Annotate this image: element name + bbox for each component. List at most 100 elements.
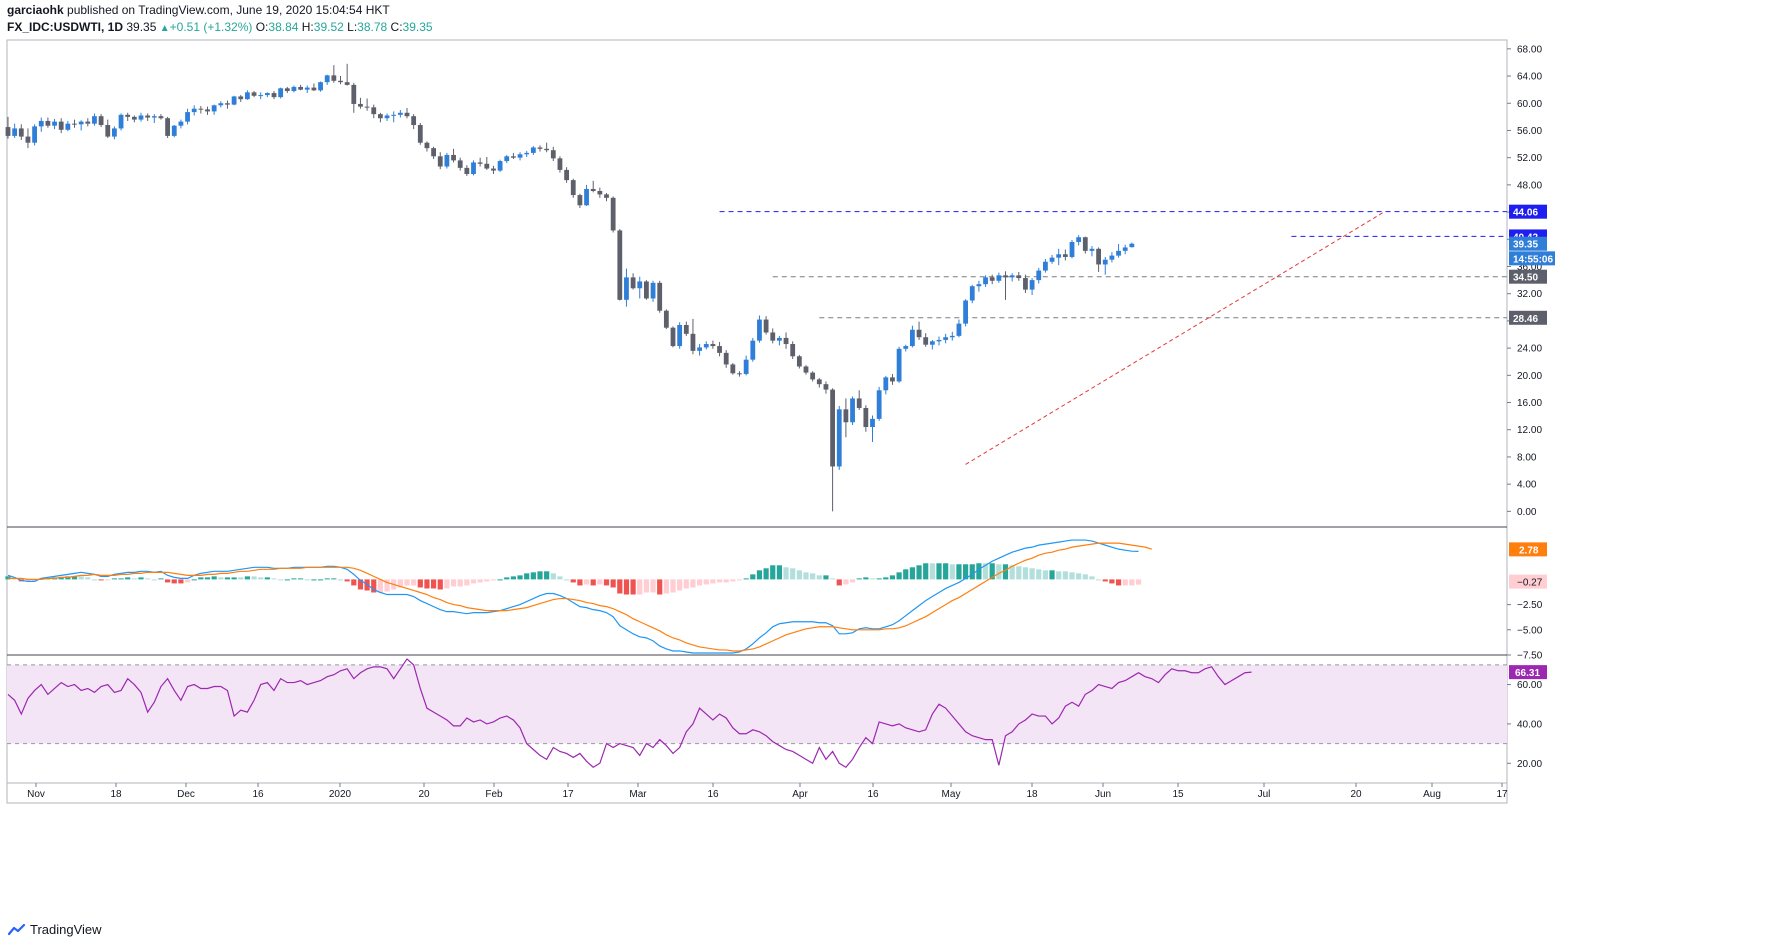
tradingview-brand[interactable]: TradingView <box>8 922 102 937</box>
candle-body <box>491 168 496 171</box>
candle-body <box>670 327 676 347</box>
macd-histogram-bar <box>1062 571 1068 580</box>
macd-histogram-bar <box>278 579 284 581</box>
macd-histogram-bar <box>969 564 975 580</box>
candle-body <box>258 95 264 97</box>
candle-body <box>830 389 835 467</box>
macd-histogram-bar <box>198 577 204 580</box>
time-tick-label: 18 <box>1026 789 1038 800</box>
macd-histogram-bar <box>677 579 683 591</box>
candle-body <box>690 333 696 351</box>
candle-body <box>58 121 64 130</box>
macd-histogram-bar <box>716 579 723 583</box>
price-tick-label: 4.00 <box>1517 480 1537 491</box>
macd-histogram-bar <box>697 579 703 586</box>
macd-histogram-bar <box>105 579 111 581</box>
candle-body <box>38 120 44 127</box>
rsi-tick-label: 60.00 <box>1517 680 1542 691</box>
candle-body <box>677 324 683 347</box>
candle-body <box>949 335 955 338</box>
macd-histogram-bar <box>889 575 896 580</box>
macd-histogram-bar <box>849 579 856 583</box>
macd-histogram-bar <box>976 563 982 580</box>
price-label-box <box>1509 236 1547 251</box>
candle-body <box>836 409 842 467</box>
candle-body <box>770 332 776 341</box>
candle-body <box>304 87 310 90</box>
macd-histogram-bar <box>583 579 590 585</box>
macd-histogram-bar <box>291 578 297 580</box>
candle-body <box>610 197 616 231</box>
candle-body <box>963 300 968 324</box>
candle-body <box>417 125 423 143</box>
candle-body <box>331 75 337 81</box>
macd-histogram-bar <box>118 578 124 580</box>
candle-body <box>218 103 224 106</box>
candle-body <box>557 158 563 170</box>
candle-body <box>517 154 523 158</box>
candle-body <box>464 167 470 174</box>
candle-body <box>863 407 869 428</box>
macd-histogram-bar <box>736 579 743 581</box>
candle-body <box>916 329 922 338</box>
candle-body <box>18 128 24 137</box>
macd-histogram-bar <box>524 573 530 580</box>
candle-body <box>131 116 137 120</box>
rsi-label-box <box>1509 665 1547 680</box>
price-label-box <box>1509 204 1547 219</box>
macd-histogram-bar <box>690 579 696 588</box>
open-value: 38.84 <box>268 20 299 34</box>
time-tick-label: 2020 <box>329 789 352 800</box>
time-tick-label: Jun <box>1095 789 1111 800</box>
macd-tick-label: −2.50 <box>1517 600 1543 611</box>
publisher-user[interactable]: garciaohk <box>7 3 64 17</box>
price-label: 28.46 <box>1513 314 1538 325</box>
macd-histogram-bar <box>337 579 344 581</box>
time-tick-label: Nov <box>27 789 45 800</box>
macd-histogram-bar <box>477 579 483 583</box>
macd-histogram-bar <box>25 579 31 582</box>
candle-body <box>630 277 636 289</box>
candle-body <box>537 147 543 149</box>
symbol-name[interactable]: FX_IDC:USDWTI, 1D <box>7 20 124 34</box>
candle-body <box>1129 243 1135 248</box>
macd-histogram-bar <box>1009 565 1015 580</box>
macd-histogram-bar <box>218 577 224 580</box>
hist-value-label: −0.27 <box>1517 578 1543 589</box>
macd-line <box>7 539 1139 654</box>
time-tick-label: 17 <box>1496 789 1508 800</box>
candle-body <box>936 339 942 342</box>
candle-body <box>617 230 623 300</box>
macd-histogram-bar <box>1042 570 1048 580</box>
candle-body <box>271 93 277 98</box>
candle-body <box>364 106 370 108</box>
price-tick-label: 16.00 <box>1517 398 1542 409</box>
candle-body <box>544 148 550 151</box>
price-label: 34.50 <box>1513 273 1538 284</box>
time-tick-label: Aug <box>1423 789 1441 800</box>
macd-histogram-bar <box>989 563 995 580</box>
candle-body <box>1122 247 1128 251</box>
candle-body <box>338 80 343 83</box>
macd-histogram-bar <box>258 577 264 580</box>
macd-histogram-bar <box>1069 572 1075 580</box>
candle-body <box>444 154 450 167</box>
macd-histogram-bar <box>916 565 922 580</box>
tradingview-logo-icon <box>8 923 26 935</box>
candle-body <box>790 344 796 357</box>
close-label: C: <box>390 20 403 34</box>
high-label: H: <box>301 20 314 34</box>
price-label-box <box>1509 310 1547 325</box>
time-tick-label: 15 <box>1172 789 1184 800</box>
low-label: L: <box>347 20 358 34</box>
macd-histogram-bar <box>165 579 171 583</box>
candle-body <box>903 346 909 349</box>
rsi-line <box>7 658 1252 768</box>
hist-label-box <box>1509 574 1547 589</box>
macd-histogram-bar <box>85 577 91 580</box>
candle-body <box>351 84 357 104</box>
macd-histogram-bar <box>1022 567 1029 580</box>
candle-body <box>457 160 463 168</box>
macd-histogram-bar <box>956 564 962 580</box>
